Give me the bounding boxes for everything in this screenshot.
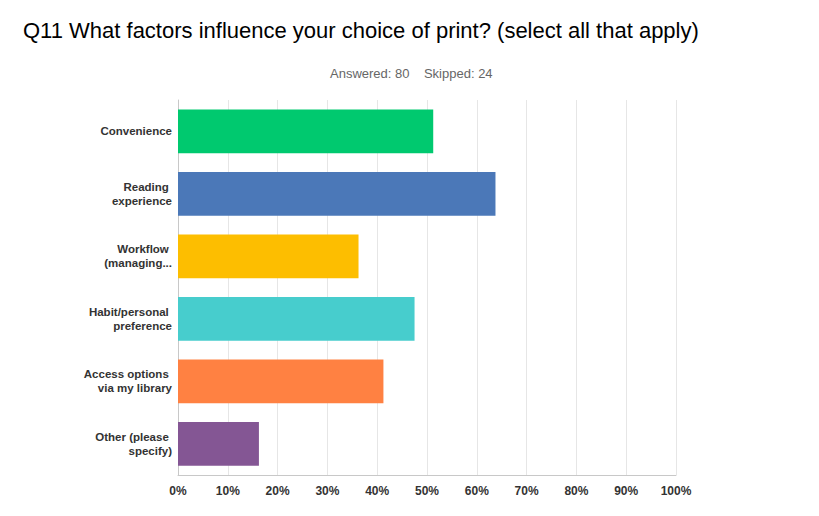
svg-text:(managing...: (managing... [104, 257, 172, 269]
svg-text:Q11 What factors influence you: Q11 What factors influence your choice o… [23, 18, 699, 43]
svg-text:30%: 30% [315, 484, 339, 498]
svg-text:90%: 90% [614, 484, 638, 498]
svg-text:experience: experience [112, 195, 172, 207]
svg-text:specify): specify) [129, 445, 173, 457]
svg-text:60%: 60% [465, 484, 489, 498]
svg-text:50%: 50% [415, 484, 439, 498]
svg-text:Reading: Reading [123, 181, 172, 193]
svg-text:Answered: 80 Skipped: 24: Answered: 80 Skipped: 24 [330, 66, 493, 81]
svg-text:preference: preference [113, 320, 172, 332]
svg-text:40%: 40% [365, 484, 389, 498]
svg-text:Habit/personal: Habit/personal [89, 306, 172, 318]
svg-text:Convenience: Convenience [100, 125, 172, 137]
svg-text:100%: 100% [661, 484, 692, 498]
svg-text:10%: 10% [216, 484, 240, 498]
svg-text:70%: 70% [515, 484, 539, 498]
svg-text:80%: 80% [564, 484, 588, 498]
svg-text:Other (please: Other (please [95, 431, 172, 443]
svg-text:via my library: via my library [98, 382, 173, 394]
svg-text:0%: 0% [169, 484, 187, 498]
svg-text:Access options: Access options [84, 368, 172, 380]
svg-text:Workflow: Workflow [117, 243, 172, 255]
svg-text:20%: 20% [266, 484, 290, 498]
